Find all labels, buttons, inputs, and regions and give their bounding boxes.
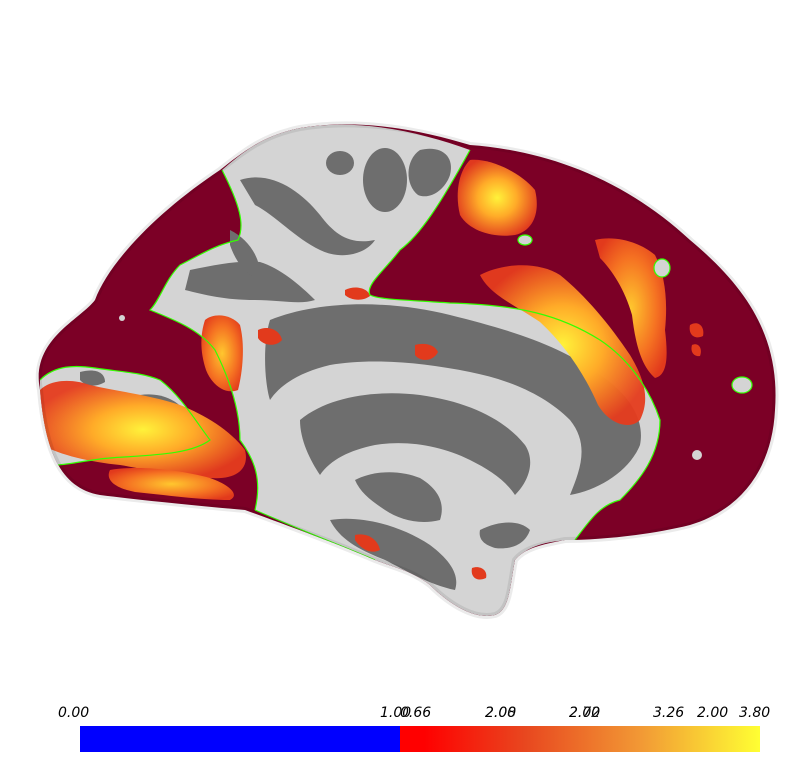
surface-shading xyxy=(35,121,779,619)
cortex-gray-region xyxy=(150,124,660,616)
colorbar-blue-segment xyxy=(80,726,400,752)
colorbar-tick-label: 3.26 xyxy=(653,705,685,721)
colorbar-tick-label: 2.00 xyxy=(485,705,517,721)
colorbar xyxy=(80,726,760,752)
colorbar-tick-label: 2.00 xyxy=(697,705,729,721)
colorbar-tick-label: 2.00 xyxy=(569,705,601,721)
brain-surface-view[interactable] xyxy=(0,0,800,690)
colorbar-tick-label: 0.66 xyxy=(400,705,432,721)
colorbar-legend: 0.00 1.00 0.66 2.08 2.00 2.72 2.00 3.26 … xyxy=(0,690,800,760)
colorbar-heat-segment xyxy=(424,726,760,752)
colorbar-tick-label: 3.80 xyxy=(739,705,771,721)
brain-surface-image xyxy=(35,121,779,619)
colorbar-tick-label: 1.00 xyxy=(380,705,412,721)
colorbar-tick-label: 0.00 xyxy=(58,705,90,721)
colorbar-red-segment xyxy=(400,726,424,752)
colorbar-tick-label: 2.08 xyxy=(485,705,517,721)
colorbar-tick-label: 2.72 xyxy=(569,705,601,721)
activation-hotspots xyxy=(40,159,704,580)
brain-surface xyxy=(38,124,776,616)
roi-outlines xyxy=(38,149,753,561)
